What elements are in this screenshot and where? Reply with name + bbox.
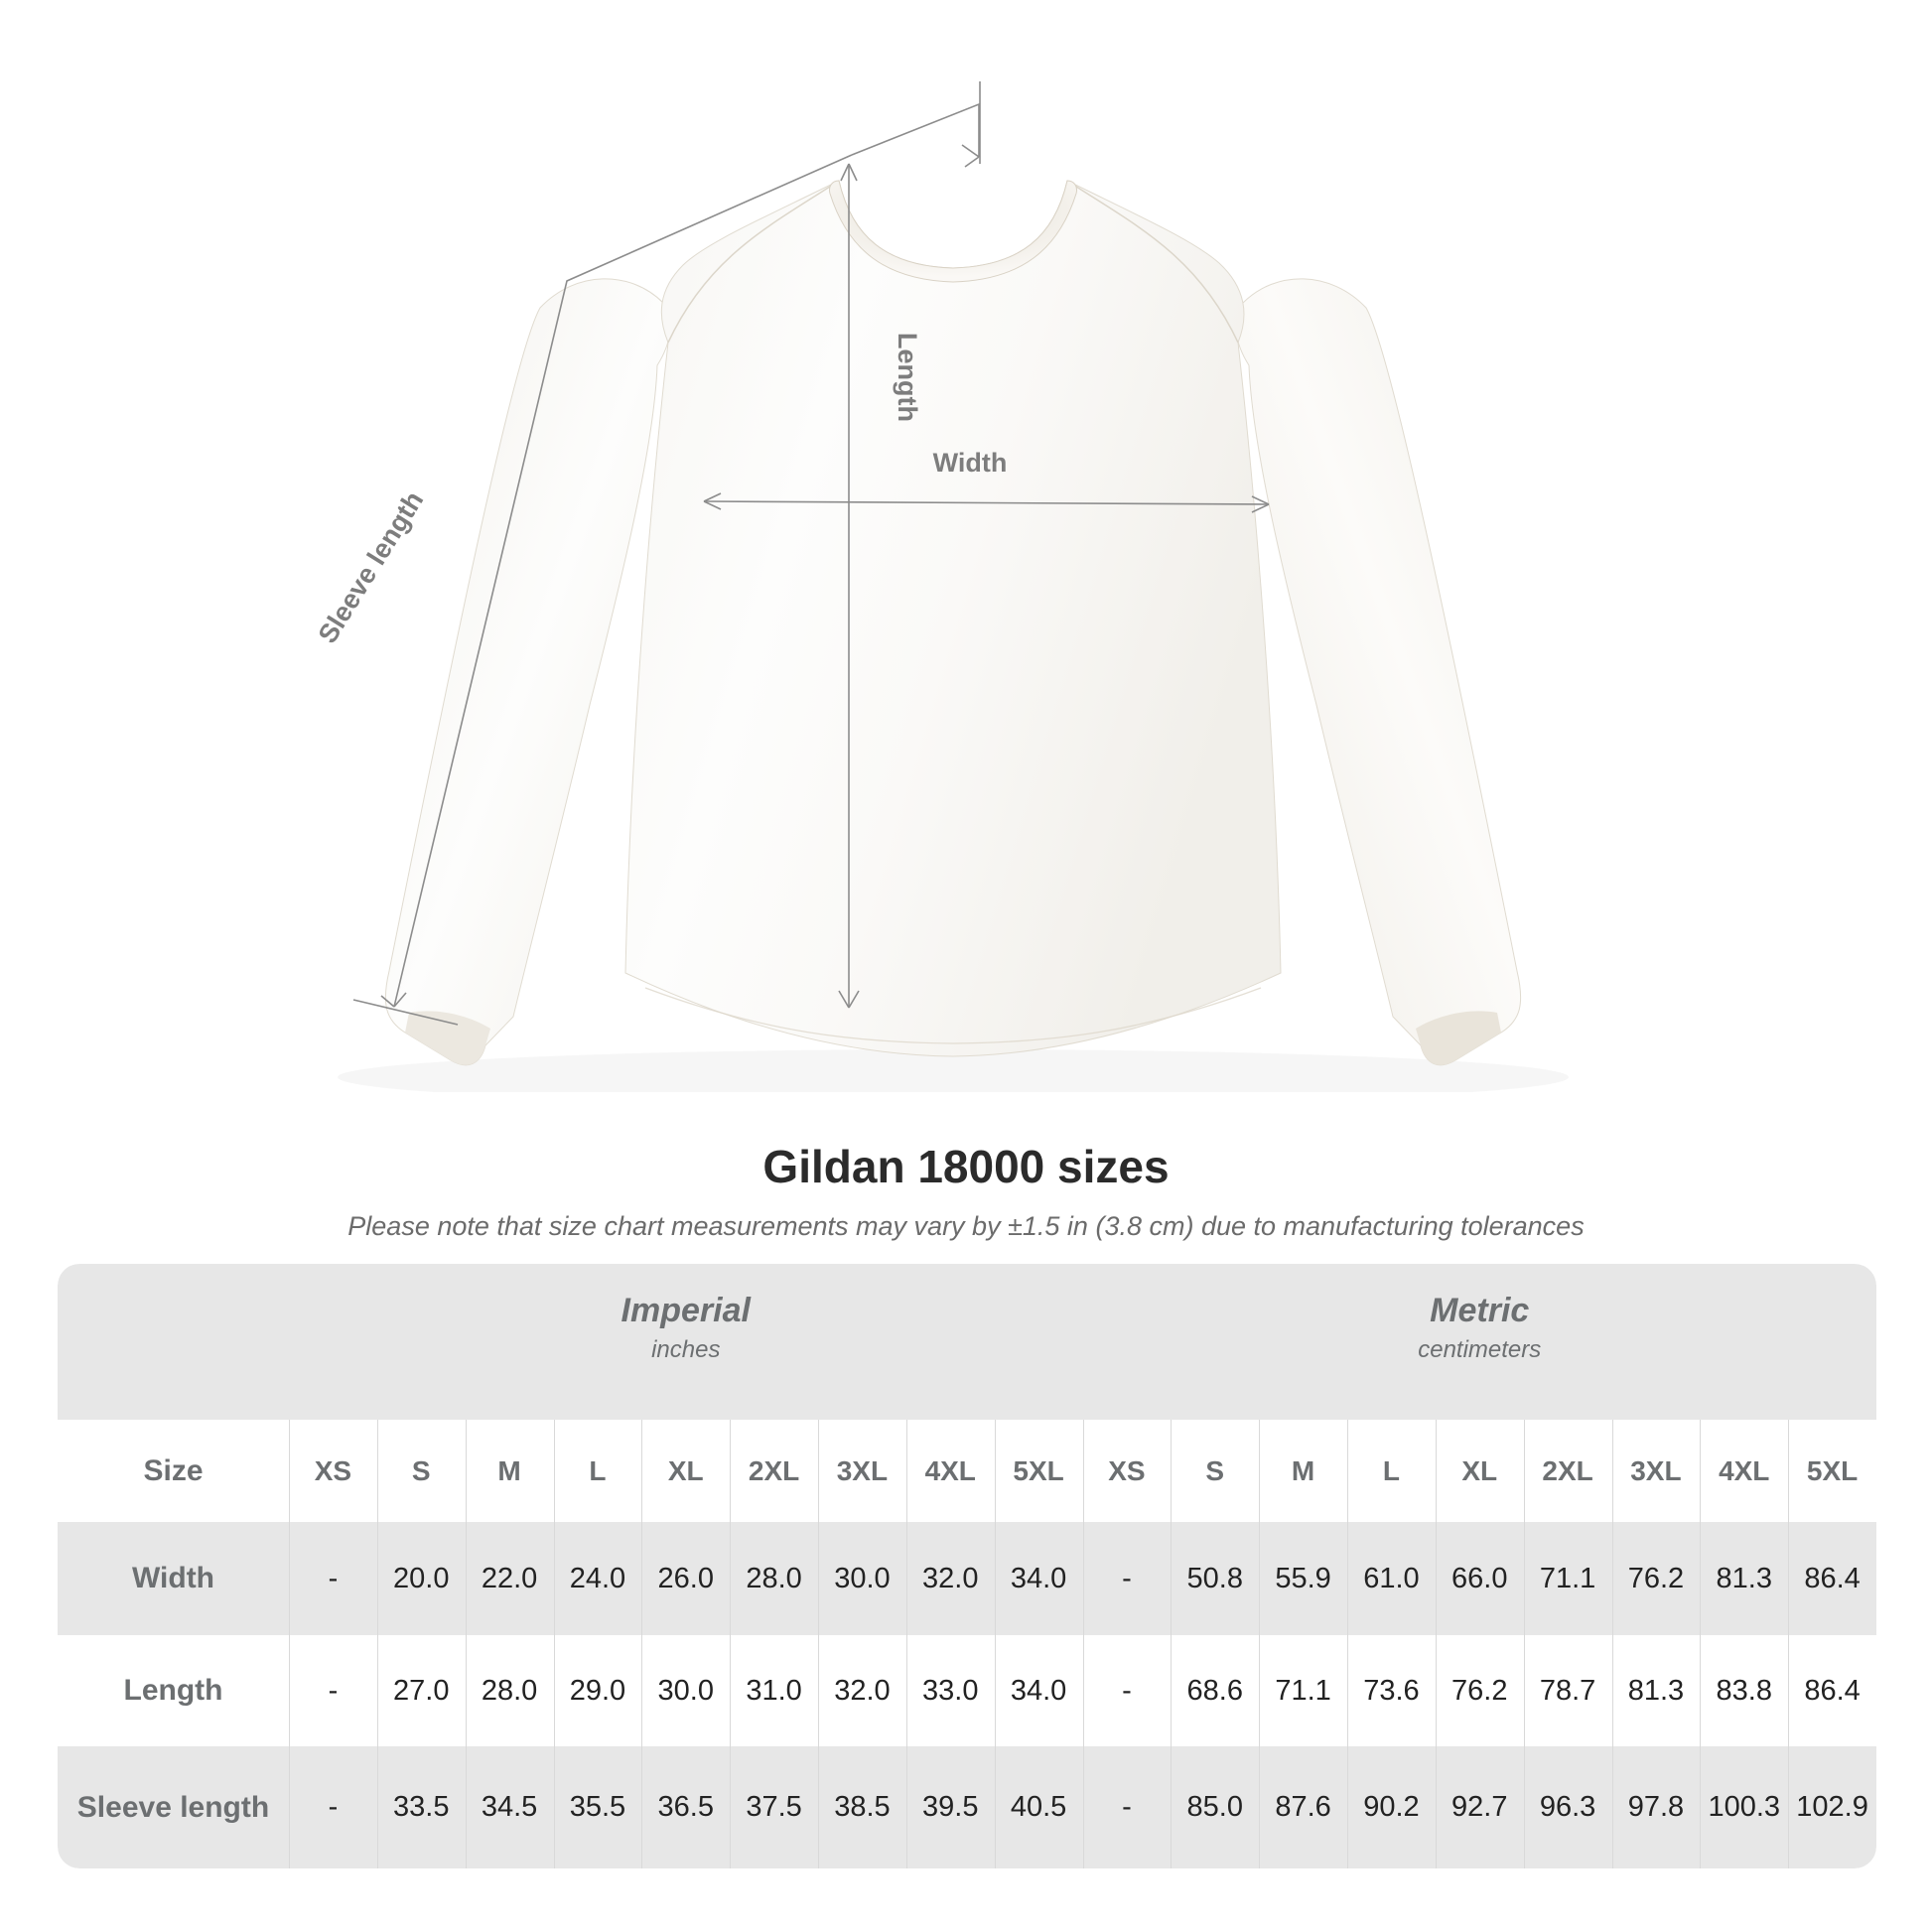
svg-text:Length: Length bbox=[893, 333, 922, 422]
svg-text:Width: Width bbox=[933, 448, 1008, 478]
svg-text:Sleeve length: Sleeve length bbox=[313, 486, 430, 649]
